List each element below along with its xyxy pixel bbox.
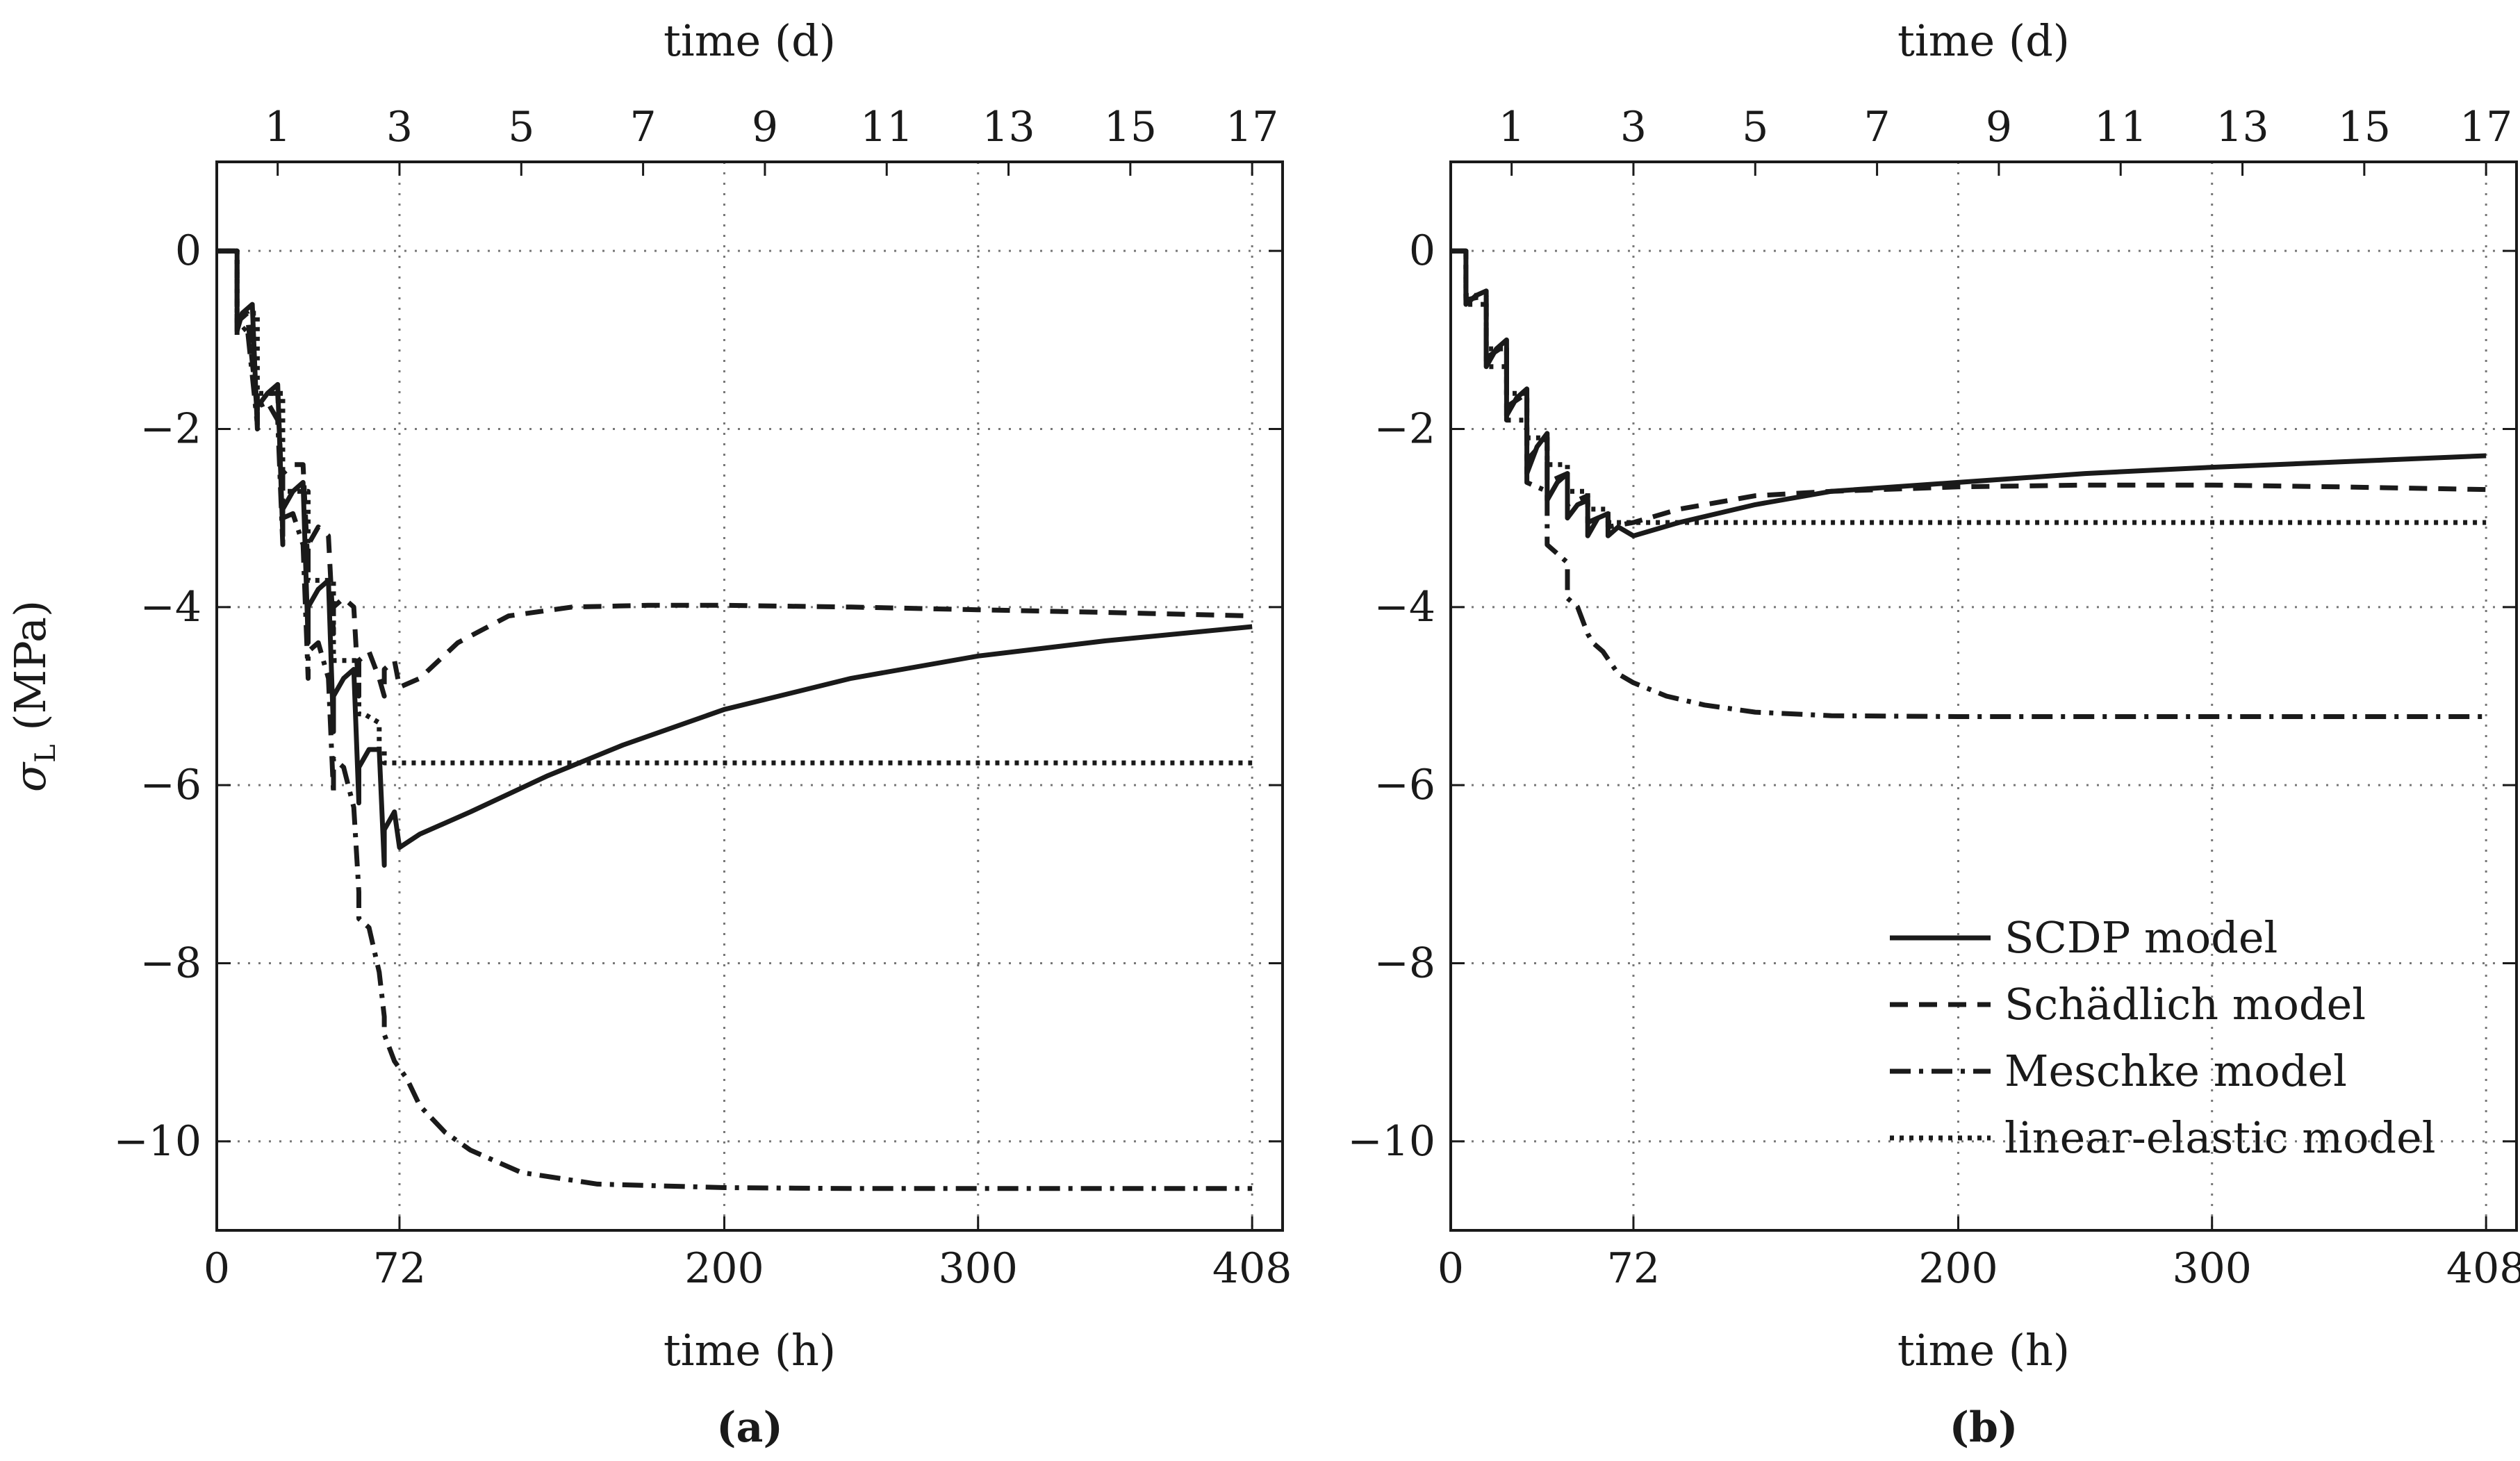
x-tick-label: 72: [1607, 1244, 1660, 1293]
series-line-scdp-model: [217, 248, 1253, 868]
legend-label: SCDP model: [2004, 912, 2278, 963]
top-tick-label: 5: [508, 103, 534, 151]
y-tick-label: 0: [1409, 226, 1435, 275]
x-tick-label: 0: [204, 1244, 230, 1293]
series-line-linear-elastic-model: [1451, 248, 2487, 525]
panel-a-series: [217, 248, 1253, 1191]
panel-a-y-axis-title: σL (MPa): [5, 600, 62, 792]
y-tick-label: −4: [1374, 583, 1435, 632]
top-tick-label: 7: [630, 103, 657, 151]
top-tick-label: 17: [1226, 103, 1278, 151]
series-line-scdp-model: [1451, 248, 2487, 538]
top-tick-label: 9: [752, 103, 778, 151]
series-line-meschke-model: [217, 248, 1253, 1191]
panel-a-plot-frame: [215, 160, 1284, 1232]
panel-b-series: [1451, 248, 2487, 719]
y-tick-label: −10: [1347, 1117, 1435, 1166]
series-line-linear-elastic-model: [217, 248, 1253, 766]
legend-label: Schädlich model: [2004, 979, 2366, 1030]
y-tick-label: −4: [140, 583, 201, 632]
top-tick-label: 13: [2216, 103, 2268, 151]
y-tick-label: −6: [1374, 761, 1435, 809]
y-tick-label: −2: [1374, 405, 1435, 454]
series-line-sch-dlich-model: [1451, 248, 2487, 529]
top-tick-label: 5: [1742, 103, 1768, 151]
x-tick-label: 200: [1918, 1244, 1998, 1293]
x-tick-label: 408: [1212, 1244, 1292, 1293]
y-tick-label: −8: [1374, 939, 1435, 988]
panel-b-plot-frame: [1449, 160, 2518, 1232]
top-tick-label: 15: [1104, 103, 1157, 151]
top-tick-label: 13: [982, 103, 1035, 151]
y-tick-label: −10: [113, 1117, 201, 1166]
x-tick-label: 300: [2172, 1244, 2252, 1293]
x-tick-label: 0: [1438, 1244, 1464, 1293]
top-tick-label: 1: [265, 103, 291, 151]
top-tick-label: 9: [1986, 103, 2012, 151]
top-tick-label: 15: [2338, 103, 2391, 151]
panel-b-x-axis-title: time (h): [1897, 1325, 2070, 1376]
series-line-sch-dlich-model: [217, 248, 1253, 699]
legend-label: linear-elastic model: [2004, 1112, 2436, 1163]
top-tick-label: 1: [1499, 103, 1525, 151]
top-tick-label: 11: [2094, 103, 2147, 151]
x-tick-label: 200: [684, 1244, 764, 1293]
panel-b-grid: [1451, 162, 2517, 1230]
panel-a-label: (a): [716, 1403, 783, 1452]
legend-label: Meschke model: [2004, 1046, 2347, 1096]
top-tick-label: 3: [1620, 103, 1647, 151]
top-tick-label: 11: [860, 103, 913, 151]
y-tick-label: −2: [140, 405, 201, 454]
top-tick-label: 17: [2460, 103, 2512, 151]
top-tick-label: 7: [1864, 103, 1891, 151]
x-tick-label: 408: [2446, 1244, 2520, 1293]
y-tick-label: 0: [175, 226, 201, 275]
panel-a-x-axis-title: time (h): [664, 1325, 836, 1376]
y-tick-label: −6: [140, 761, 201, 809]
panel-b-top-axis-title: time (d): [1897, 15, 2070, 66]
top-tick-label: 3: [386, 103, 413, 151]
panel-a-grid: [217, 162, 1283, 1230]
panel-a-top-axis-title: time (d): [664, 15, 836, 66]
x-tick-label: 300: [938, 1244, 1018, 1293]
y-tick-label: −8: [140, 939, 201, 988]
series-line-meschke-model: [1451, 248, 2487, 719]
panel-b-label: (b): [1950, 1403, 2018, 1452]
legend: SCDP model Schädlich model Meschke model li…: [1890, 912, 2436, 1163]
x-tick-label: 72: [373, 1244, 426, 1293]
